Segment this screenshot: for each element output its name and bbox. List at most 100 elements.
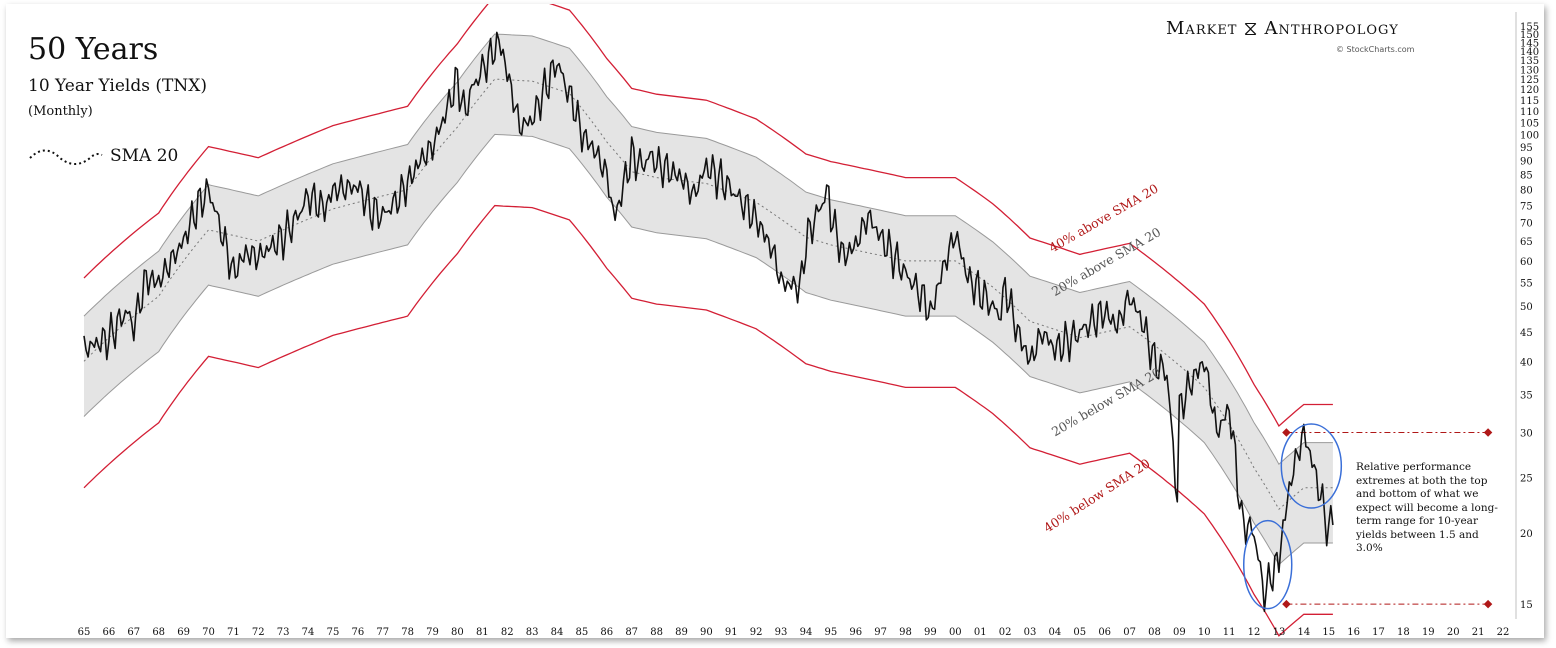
x-tick-label: 89: [675, 627, 688, 638]
x-tick-label: 20: [1447, 627, 1460, 638]
y-tick-label: 60: [1520, 257, 1533, 268]
x-tick-label: 02: [999, 627, 1012, 638]
x-tick-label: 80: [451, 627, 464, 638]
x-tick-label: 00: [949, 627, 962, 638]
dotted-line-icon: [29, 149, 103, 165]
y-tick-label: 150: [1520, 30, 1539, 41]
x-tick-label: 10: [1198, 627, 1211, 638]
x-tick-label: 16: [1347, 627, 1360, 638]
x-tick-label: 98: [899, 627, 912, 638]
y-tick-label: 130: [1520, 65, 1539, 76]
band-40-above: [83, 4, 1333, 428]
brand-logo: Market ⧖ Anthropology: [1166, 16, 1399, 40]
y-tick-label: 135: [1520, 56, 1539, 67]
y-tick-label: 140: [1520, 47, 1539, 58]
x-tick-label: 79: [426, 627, 439, 638]
y-tick-label: 90: [1520, 156, 1533, 167]
y-tick-label: 85: [1520, 171, 1533, 182]
y-tick-label: 110: [1520, 107, 1539, 118]
x-tick-label: 81: [476, 627, 489, 638]
x-tick-label: 01: [974, 627, 987, 638]
x-tick-label: 08: [1148, 627, 1161, 638]
y-tick-label: 45: [1520, 328, 1533, 339]
legend: SMA 20: [28, 144, 178, 168]
chart-frame: 40% above SMA 20 20% above SMA 20 20% belo…: [6, 4, 1544, 638]
high-extreme-circle: [1280, 423, 1343, 509]
x-tick-label: 85: [576, 627, 589, 638]
chart-title: 50 Years: [28, 32, 159, 67]
x-tick-label: 87: [625, 627, 638, 638]
x-tick-label: 92: [750, 627, 763, 638]
x-tick-label: 99: [924, 627, 937, 638]
y-tick-label: 100: [1520, 130, 1539, 141]
y-tick-label: 55: [1520, 278, 1533, 289]
reference-start-30: [1282, 428, 1291, 437]
x-tick-label: 74: [302, 627, 315, 638]
chart-subtitle: 10 Year Yields (TNX): [28, 76, 207, 96]
y-tick-label: 80: [1520, 186, 1533, 197]
annotation-note: Relative performance extremes at both th…: [1356, 461, 1498, 554]
brand-left: Market: [1166, 17, 1238, 39]
band-label-3: 40% below SMA 20: [1041, 456, 1153, 536]
x-tick-label: 65: [78, 627, 91, 638]
y-tick-label: 15: [1520, 600, 1533, 611]
x-tick-label: 13: [1273, 627, 1286, 638]
brand-right: Anthropology: [1264, 17, 1399, 39]
x-tick-label: 97: [874, 627, 887, 638]
y-tick-label: 25: [1520, 474, 1533, 485]
x-tick-label: 06: [1098, 627, 1111, 638]
y-tick-label: 95: [1520, 143, 1533, 154]
x-tick-label: 75: [327, 627, 340, 638]
x-tick-label: 15: [1322, 627, 1335, 638]
y-tick-label: 105: [1520, 118, 1539, 129]
x-tick-label: 76: [351, 627, 364, 638]
x-tick-label: 19: [1422, 627, 1435, 638]
x-tick-label: 96: [849, 627, 862, 638]
x-tick-label: 04: [1049, 627, 1062, 638]
x-tick-label: 18: [1397, 627, 1410, 638]
x-tick-label: 82: [501, 627, 514, 638]
x-tick-label: 09: [1173, 627, 1186, 638]
y-tick-label: 65: [1520, 237, 1533, 248]
tnx-price-line: [83, 31, 1334, 613]
x-tick-label: 94: [800, 627, 813, 638]
x-tick-label: 05: [1073, 627, 1086, 638]
x-tick-label: 93: [775, 627, 788, 638]
y-tick-label: 20: [1520, 529, 1533, 540]
x-tick-label: 17: [1372, 627, 1385, 638]
x-tick-label: 72: [252, 627, 265, 638]
y-tick-label: 30: [1520, 429, 1533, 440]
x-tick-label: 88: [650, 627, 663, 638]
x-tick-label: 11: [1223, 627, 1236, 638]
x-tick-label: 90: [700, 627, 713, 638]
x-tick-label: 66: [103, 627, 116, 638]
legend-label: SMA 20: [110, 146, 179, 166]
y-tick-label: 125: [1520, 75, 1539, 86]
y-tick-label: 70: [1520, 219, 1533, 230]
reference-start-15: [1282, 599, 1291, 609]
y-tick-label: 40: [1520, 357, 1533, 368]
band-20-fill: [84, 34, 1333, 565]
band-40-below: [83, 204, 1333, 637]
reference-marker-15: [1483, 599, 1493, 609]
x-tick-label: 91: [725, 627, 738, 638]
y-tick-label: 50: [1520, 302, 1533, 313]
low-extreme-circle: [1242, 519, 1293, 610]
x-tick-label: 84: [551, 627, 564, 638]
y-tick-label: 115: [1520, 96, 1539, 107]
x-tick-label: 22: [1497, 627, 1510, 638]
x-tick-label: 69: [177, 627, 190, 638]
x-tick-label: 71: [227, 627, 240, 638]
y-tick-label: 75: [1520, 202, 1533, 213]
y-tick-label: 145: [1520, 38, 1539, 49]
reference-marker-30: [1483, 428, 1493, 437]
dna-icon: ⧖: [1243, 16, 1259, 40]
x-tick-label: 12: [1248, 627, 1261, 638]
x-tick-label: 78: [401, 627, 414, 638]
x-tick-label: 67: [127, 627, 140, 638]
x-tick-label: 70: [202, 627, 215, 638]
y-tick-label: 120: [1520, 85, 1539, 96]
x-tick-label: 03: [1024, 627, 1037, 638]
x-tick-label: 21: [1472, 627, 1485, 638]
